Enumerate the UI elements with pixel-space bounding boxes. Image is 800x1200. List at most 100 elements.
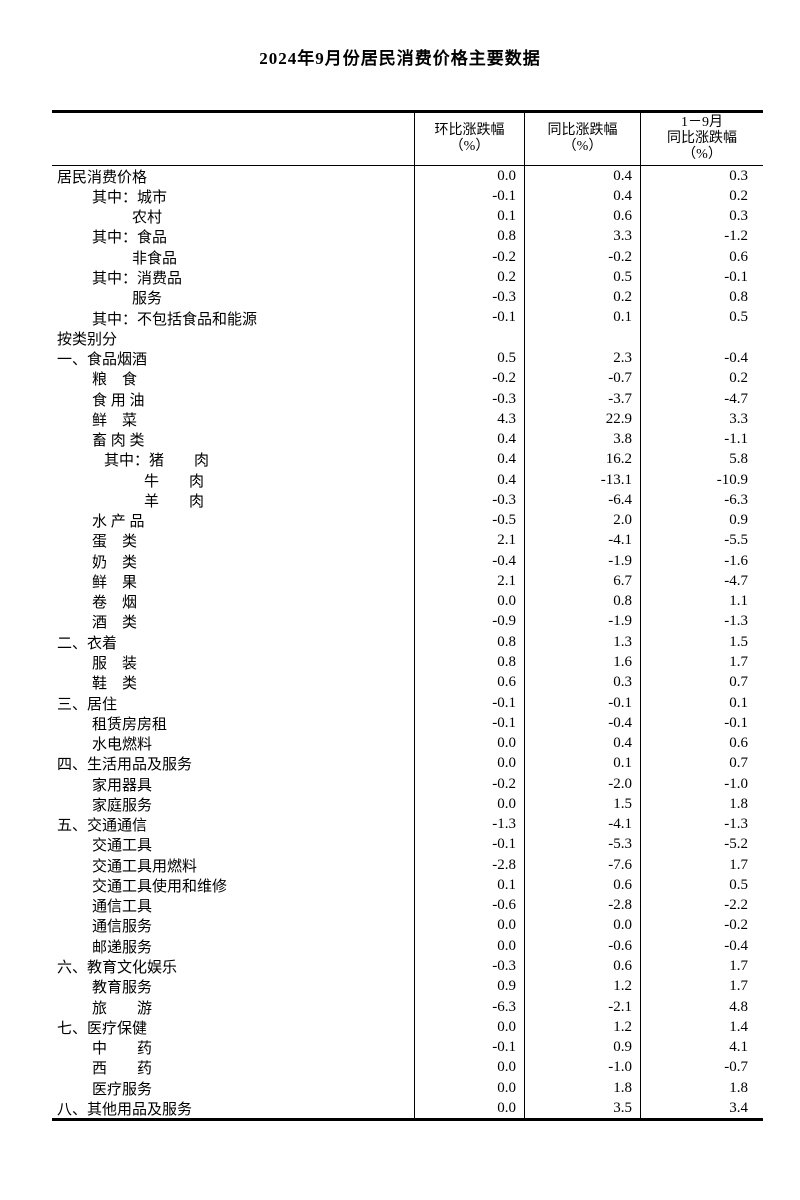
- table-row: 鲜 果 2.1 6.7 -4.7: [52, 571, 763, 592]
- table-row: 蛋 类 2.1 -4.1 -5.5: [52, 530, 763, 552]
- value-cell: -0.2: [414, 368, 524, 389]
- table-row: 奶 类 -0.4 -1.9 -1.6: [52, 551, 763, 572]
- value-cell: 0.5: [414, 348, 524, 369]
- value-cell: 0.8: [414, 632, 524, 653]
- value-cell: 1.7: [640, 956, 763, 977]
- value-cell: 0.9: [414, 976, 524, 997]
- value-cell: -0.3: [414, 490, 524, 511]
- value-cell: 3.3: [640, 409, 763, 430]
- value-cell: -1.3: [414, 814, 524, 835]
- table-row: 其中：消费品 0.2 0.5 -0.1: [52, 267, 763, 288]
- value-cell: 0.0: [524, 915, 640, 937]
- row-label: 四、生活用品及服务: [57, 757, 193, 774]
- value-cell: 0.6: [524, 956, 640, 977]
- value-cell: 0.5: [524, 267, 640, 288]
- value-cell: -0.2: [524, 247, 640, 268]
- table-row: 一、食品烟酒 0.5 2.3 -0.4: [52, 348, 763, 369]
- value-cell: 3.3: [524, 226, 640, 248]
- value-cell: 2.1: [414, 571, 524, 592]
- row-label: 畜 肉 类: [92, 433, 145, 450]
- row-label: 其中：食品: [92, 230, 168, 247]
- value-cell: 0.3: [524, 672, 640, 693]
- value-cell: 1.5: [524, 794, 640, 815]
- table-row: 其中：猪 肉 0.4 16.2 5.8: [52, 449, 763, 470]
- row-label: 七、医疗保健: [57, 1020, 148, 1037]
- value-cell: 0.9: [524, 1037, 640, 1058]
- column-header: 1－9月 同比涨跌幅 （%）: [640, 113, 763, 165]
- value-cell: -0.2: [414, 247, 524, 268]
- value-cell: -2.8: [414, 855, 524, 876]
- column-header-line: 同比涨跌幅: [667, 131, 737, 146]
- value-cell: 1.5: [640, 632, 763, 653]
- table-row: 非食品 -0.2 -0.2 0.6: [52, 247, 763, 268]
- value-cell: 0.4: [524, 733, 640, 754]
- value-cell: -0.1: [524, 692, 640, 714]
- table-row: 酒 类 -0.9 -1.9 -1.3: [52, 611, 763, 633]
- value-cell: 22.9: [524, 409, 640, 430]
- row-label: 水电燃料: [92, 737, 153, 754]
- value-cell: -1.9: [524, 551, 640, 572]
- value-cell: 0.0: [414, 794, 524, 815]
- table-row: 家庭服务 0.0 1.5 1.8: [52, 794, 763, 815]
- value-cell: -0.5: [414, 510, 524, 531]
- value-cell: 0.1: [524, 753, 640, 774]
- row-label: 鞋 类: [92, 676, 138, 693]
- value-cell: 0.8: [524, 591, 640, 612]
- value-cell: -13.1: [524, 469, 640, 491]
- value-cell: -0.6: [524, 936, 640, 957]
- value-cell: -4.1: [524, 814, 640, 835]
- table-row: 服 装 0.8 1.6 1.7: [52, 652, 763, 673]
- value-cell: -0.3: [414, 956, 524, 977]
- column-header-line: 同比涨跌幅: [547, 123, 618, 138]
- table-row: 其中：食品 0.8 3.3 -1.2: [52, 226, 763, 248]
- row-label: 居民消费价格: [57, 169, 148, 186]
- value-cell: -0.3: [414, 388, 524, 410]
- value-cell: -0.1: [414, 307, 524, 329]
- value-cell: -0.1: [414, 186, 524, 207]
- value-cell: -0.7: [640, 1057, 763, 1078]
- cpi-table: 环比涨跌幅 （%） 同比涨跌幅 （%） 1－9月 同比涨跌幅 （%） 居民消费价格 0.0 0.…: [52, 110, 763, 1122]
- value-cell: 2.1: [414, 530, 524, 552]
- value-cell: 1.8: [524, 1077, 640, 1099]
- table-row: 交通工具使用和维修 0.1 0.6 0.5: [52, 875, 763, 896]
- value-cell: [524, 328, 640, 349]
- table-row: 三、居住 -0.1 -0.1 0.1: [52, 692, 763, 714]
- value-cell: 0.4: [414, 469, 524, 491]
- row-label: 家用器具: [92, 777, 153, 794]
- column-header-line: （%）: [449, 139, 490, 154]
- row-label: 交通工具: [92, 838, 153, 855]
- value-cell: 0.0: [414, 1057, 524, 1078]
- row-label: 通信工具: [92, 899, 153, 916]
- value-cell: 4.3: [414, 409, 524, 430]
- value-cell: 0.4: [524, 166, 640, 187]
- row-label: 一、食品烟酒: [57, 352, 148, 369]
- table-row: 水电燃料 0.0 0.4 0.6: [52, 733, 763, 754]
- value-cell: 0.4: [414, 449, 524, 470]
- value-cell: -0.1: [640, 267, 763, 288]
- value-cell: -5.3: [524, 834, 640, 856]
- value-cell: -1.9: [524, 611, 640, 633]
- row-label: 三、居住: [57, 696, 118, 713]
- value-cell: -0.1: [414, 692, 524, 714]
- table-row: 服务 -0.3 0.2 0.8: [52, 287, 763, 308]
- value-cell: 1.2: [524, 1017, 640, 1038]
- row-label: 六、教育文化娱乐: [57, 960, 178, 976]
- value-cell: 1.7: [640, 652, 763, 673]
- table-row: 农村 0.1 0.6 0.3: [52, 206, 763, 227]
- table-row: 通信服务 0.0 0.0 -0.2: [52, 915, 763, 937]
- value-cell: -0.1: [414, 1037, 524, 1058]
- row-label: 邮递服务: [92, 939, 153, 956]
- value-cell: 0.0: [414, 936, 524, 957]
- value-cell: 1.4: [640, 1017, 763, 1038]
- value-cell: 0.0: [414, 1017, 524, 1038]
- value-cell: [414, 328, 524, 349]
- value-cell: 1.3: [524, 632, 640, 653]
- value-cell: 0.0: [414, 1098, 524, 1119]
- value-cell: 1.8: [640, 794, 763, 815]
- value-cell: -1.2: [640, 226, 763, 248]
- value-cell: 0.0: [414, 753, 524, 774]
- table-row: 交通工具用燃料 -2.8 -7.6 1.7: [52, 855, 763, 876]
- row-label: 奶 类: [92, 554, 138, 571]
- row-label: 交通工具使用和维修: [92, 878, 228, 895]
- value-cell: -1.3: [640, 611, 763, 633]
